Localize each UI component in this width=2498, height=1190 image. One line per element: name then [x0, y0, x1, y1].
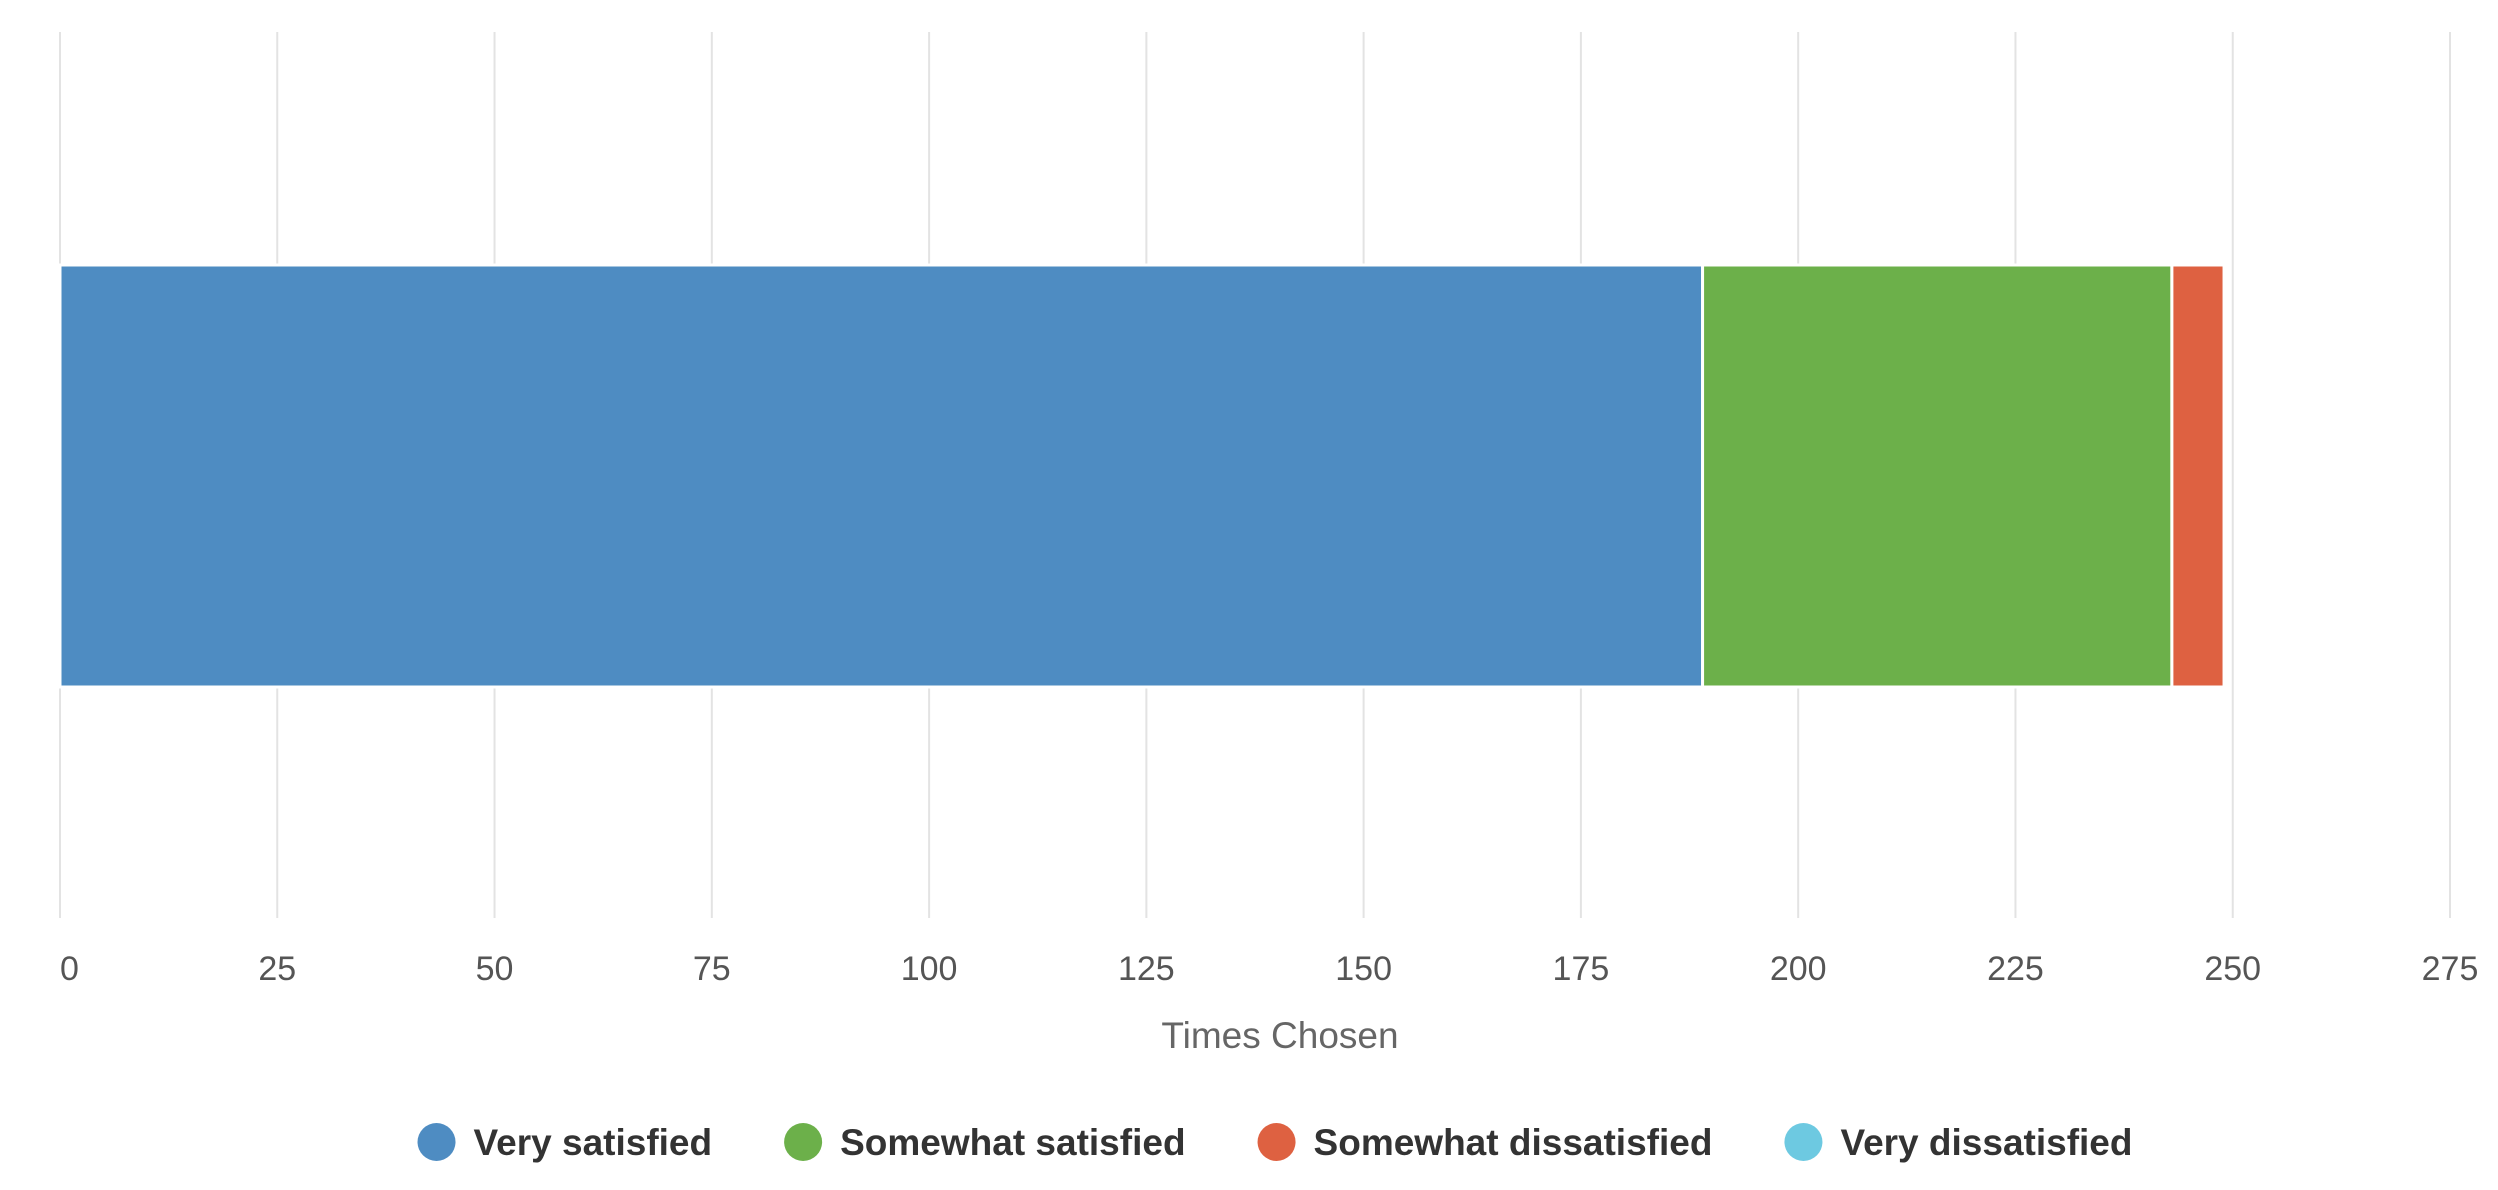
x-tick-label: 125	[1118, 950, 1175, 988]
legend-item-somewhat-satisfied[interactable]: Somewhat satisfied	[784, 1122, 1186, 1163]
legend-marker-icon	[784, 1123, 823, 1161]
legend: Very satisfied Somewhat satisfied Somewhat…	[417, 1122, 2132, 1163]
legend-marker-icon	[1257, 1123, 1296, 1161]
x-tick-label: 225	[1987, 950, 2044, 988]
x-tick-label: 25	[258, 950, 296, 988]
x-tick-label: 50	[476, 950, 514, 988]
legend-marker-icon	[1784, 1123, 1823, 1161]
bar-segment-somewhat-dissatisfied[interactable]	[2170, 263, 2226, 689]
bars	[58, 263, 2226, 689]
legend-label: Very satisfied	[474, 1122, 713, 1163]
x-tick-label: 250	[2204, 950, 2261, 988]
x-tick-label: 0	[60, 950, 79, 988]
legend-marker-icon	[417, 1123, 456, 1161]
legend-item-very-dissatisfied[interactable]: Very dissatisfied	[1784, 1122, 2132, 1163]
x-axis-ticks: 0 25 50 75 100 125 150 175 200 225 250 275	[60, 950, 2478, 988]
legend-label: Very dissatisfied	[1840, 1122, 2132, 1163]
legend-label: Somewhat dissatisfied	[1314, 1122, 1713, 1163]
x-tick-label: 275	[2422, 950, 2479, 988]
bar-segment-somewhat-satisfied[interactable]	[1701, 263, 2174, 689]
x-tick-label: 150	[1335, 950, 1392, 988]
legend-item-very-satisfied[interactable]: Very satisfied	[417, 1122, 713, 1163]
x-tick-label: 175	[1553, 950, 1610, 988]
x-tick-label: 200	[1770, 950, 1827, 988]
x-axis-title: Times Chosen	[1161, 1015, 1398, 1056]
x-tick-label: 75	[693, 950, 731, 988]
bar-segment-very-satisfied[interactable]	[58, 263, 1705, 689]
legend-label: Somewhat satisfied	[840, 1122, 1185, 1163]
legend-item-somewhat-dissatisfied[interactable]: Somewhat dissatisfied	[1257, 1122, 1713, 1163]
x-tick-label: 100	[901, 950, 958, 988]
